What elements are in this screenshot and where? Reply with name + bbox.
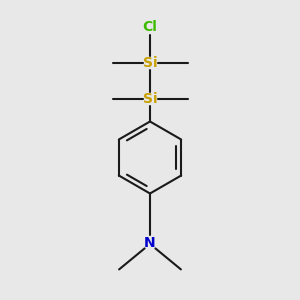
Text: Cl: Cl (142, 20, 158, 34)
Text: N: N (144, 236, 156, 250)
Text: Si: Si (143, 56, 157, 70)
Text: Si: Si (143, 92, 157, 106)
